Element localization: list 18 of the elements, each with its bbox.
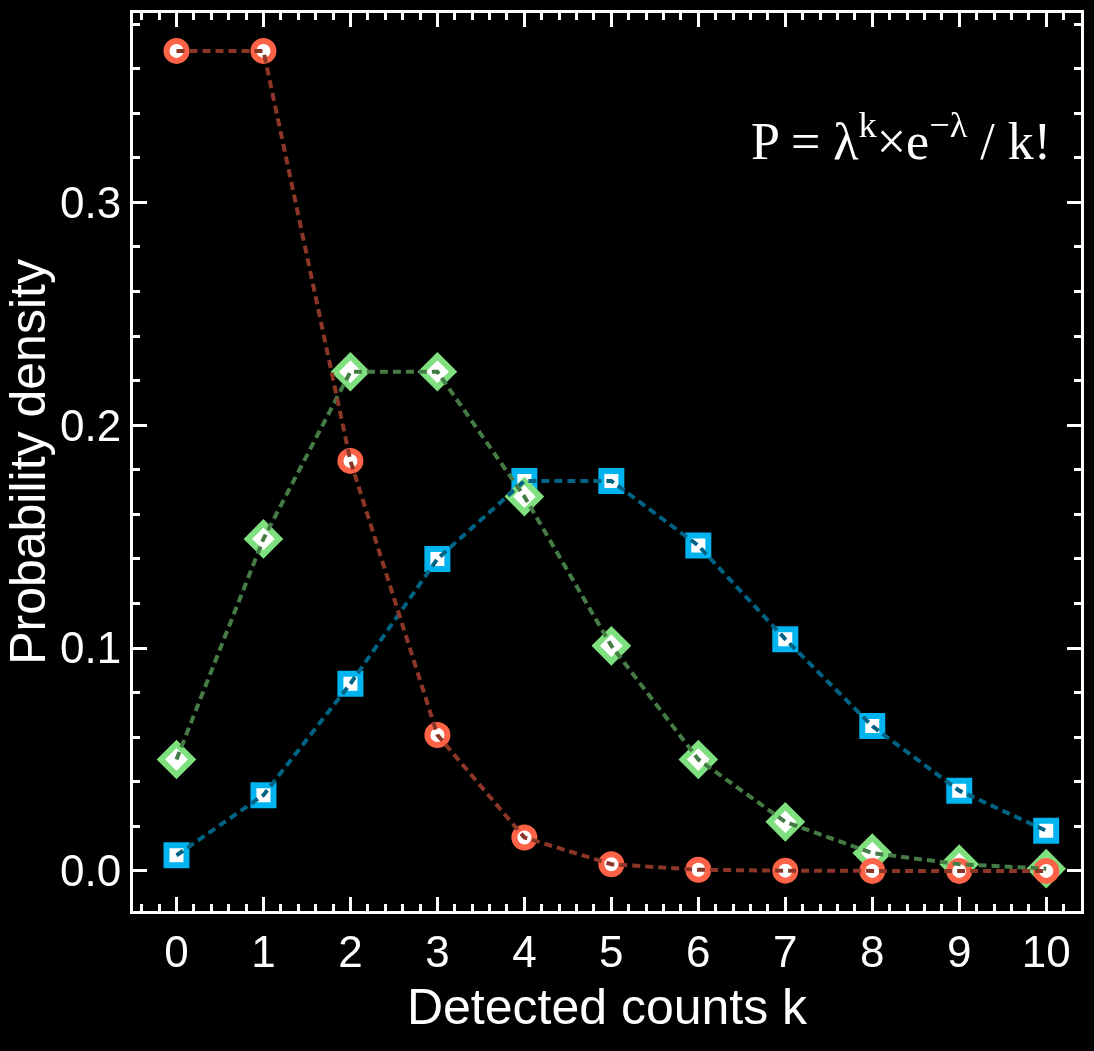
x-tick-label: 9 <box>947 926 972 976</box>
annotation: P = λ$^{k}$×e$^{−λ}$ / k! <box>751 105 1052 170</box>
x-tick-label: 1 <box>251 926 276 976</box>
x-axis-title: Detected counts k <box>406 979 809 1036</box>
y-tick-label: 0.1 <box>60 623 122 673</box>
y-axis-title: Probability density <box>0 259 56 665</box>
x-tick-label: 0 <box>164 926 189 976</box>
y-tick-label: 0.0 <box>60 846 122 896</box>
x-tick-label: 8 <box>860 926 885 976</box>
x-tick-label: 3 <box>425 926 450 976</box>
x-tick-label: 5 <box>599 926 624 976</box>
y-tick-label: 0.3 <box>60 177 122 227</box>
x-tick-label: 6 <box>686 926 711 976</box>
x-tick-label: 2 <box>338 926 363 976</box>
x-tick-label: 10 <box>1021 926 1071 976</box>
x-tick-label: 4 <box>512 926 537 976</box>
y-tick-label: 0.2 <box>60 400 122 450</box>
x-tick-label: 7 <box>773 926 798 976</box>
